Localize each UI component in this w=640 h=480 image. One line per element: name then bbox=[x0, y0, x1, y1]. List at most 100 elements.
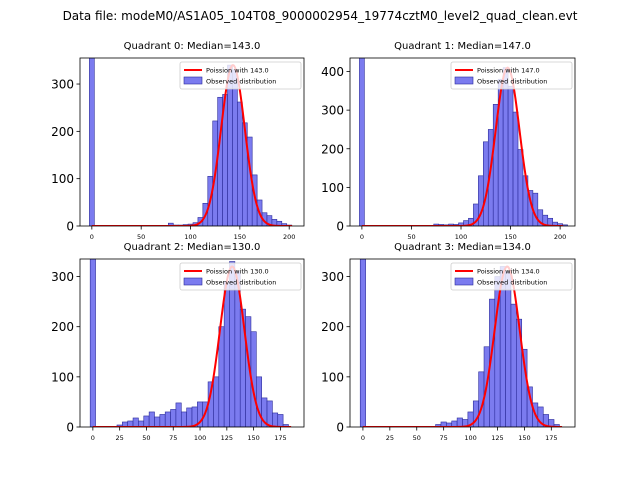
quadrant-1-title: Quadrant 1: Median=147.0 bbox=[394, 41, 531, 52]
legend: Poission with 130.0 Observed distribution bbox=[179, 262, 302, 291]
histogram-bar bbox=[148, 411, 155, 427]
histogram-bar bbox=[89, 58, 95, 226]
x-tick-label: 50 bbox=[407, 233, 415, 241]
x-tick-label: 125 bbox=[491, 434, 503, 442]
histogram-bar bbox=[218, 326, 225, 427]
legend-fit-label: Poission with 147.0 bbox=[477, 67, 540, 75]
quadrant-1-chart: Quadrant 1: Median=147.0 0 50 100 150 200 0 100… bbox=[321, 41, 576, 241]
x-tick-label: 200 bbox=[283, 233, 295, 241]
histogram-bar bbox=[143, 415, 150, 427]
x-tick-label: 175 bbox=[545, 434, 557, 442]
plot-frame bbox=[79, 258, 305, 428]
x-tick-label: 100 bbox=[455, 233, 467, 241]
legend-box bbox=[179, 262, 302, 291]
legend-observed-label: Observed distribution bbox=[477, 78, 547, 86]
y-tick-label: 300 bbox=[51, 270, 74, 284]
legend-observed-label: Observed distribution bbox=[206, 279, 276, 287]
figure-title: Data file: modeM0/AS1A05_104T08_90000029… bbox=[63, 9, 578, 23]
x-tick-label: 0 bbox=[90, 233, 94, 241]
x-tick-label: 175 bbox=[274, 434, 286, 442]
poisson-fit-line bbox=[91, 64, 293, 226]
histogram-bar bbox=[159, 414, 166, 427]
histogram-bar bbox=[232, 69, 238, 226]
plot-frame bbox=[79, 57, 305, 227]
y-tick-label: 0 bbox=[336, 220, 344, 234]
legend-fit-label: Poission with 130.0 bbox=[206, 268, 269, 276]
plot-frame bbox=[349, 57, 576, 227]
y-tick-label: 100 bbox=[321, 370, 344, 384]
x-tick-label: 150 bbox=[247, 434, 259, 442]
histogram-bar bbox=[277, 414, 284, 427]
quadrant-3-chart: Quadrant 3: Median=134.0 0 25 50 75 100 125 150… bbox=[321, 242, 576, 442]
histogram-bar bbox=[175, 402, 182, 427]
histogram-bar bbox=[223, 281, 230, 427]
histogram-bar bbox=[505, 271, 512, 427]
x-tick-label: 125 bbox=[221, 434, 233, 442]
histogram-bar bbox=[512, 111, 519, 226]
legend-observed-label: Observed distribution bbox=[206, 78, 276, 86]
x-tick-label: 150 bbox=[234, 233, 246, 241]
x-tick-label: 50 bbox=[142, 434, 150, 442]
legend-box bbox=[179, 61, 302, 90]
x-tick-label: 0 bbox=[91, 434, 95, 442]
x-tick-label: 0 bbox=[360, 233, 364, 241]
legend-bar-swatch bbox=[454, 277, 474, 286]
histogram-bar bbox=[510, 303, 517, 427]
histogram-bar bbox=[266, 400, 273, 427]
legend-bar-swatch bbox=[183, 277, 203, 286]
y-tick-label: 0 bbox=[66, 421, 74, 435]
legend: Poission with 134.0 Observed distribution bbox=[450, 262, 573, 291]
histogram-bar bbox=[186, 407, 193, 427]
y-tick-label: 300 bbox=[321, 104, 344, 118]
y-tick-label: 400 bbox=[321, 65, 344, 79]
histogram-bar bbox=[170, 409, 177, 427]
histogram-bar bbox=[164, 411, 171, 427]
x-tick-label: 25 bbox=[386, 434, 394, 442]
histogram-bar bbox=[168, 222, 174, 226]
quadrant-2-chart: Quadrant 2: Median=130.0 0 25 50 75 100 125 150… bbox=[51, 242, 305, 442]
quadrant-0-title: Quadrant 0: Median=143.0 bbox=[124, 41, 261, 52]
x-tick-label: 50 bbox=[413, 434, 421, 442]
histogram-bar bbox=[359, 58, 365, 226]
y-tick-label: 200 bbox=[321, 320, 344, 334]
x-tick-label: 25 bbox=[116, 434, 124, 442]
x-tick-label: 0 bbox=[361, 434, 365, 442]
y-tick-label: 300 bbox=[51, 78, 74, 92]
histogram-bar bbox=[359, 259, 366, 427]
histogram-bar bbox=[180, 411, 187, 427]
poisson-fit-line bbox=[92, 265, 292, 427]
histogram-bar bbox=[502, 67, 509, 226]
quadrant-2-title: Quadrant 2: Median=130.0 bbox=[124, 242, 261, 253]
histogram-bar bbox=[213, 376, 220, 427]
quadrant-0-chart: Quadrant 0: Median=143.0 0 50 100 150 200 0 100… bbox=[51, 41, 305, 241]
histogram-bar bbox=[507, 85, 514, 226]
y-tick-label: 100 bbox=[51, 172, 74, 186]
y-tick-label: 0 bbox=[336, 421, 344, 435]
histogram-bar bbox=[132, 417, 139, 427]
y-tick-label: 200 bbox=[321, 142, 344, 156]
histogram-bars bbox=[89, 259, 289, 427]
quadrant-3-title: Quadrant 3: Median=134.0 bbox=[394, 242, 531, 253]
histogram-bar bbox=[237, 101, 243, 226]
legend-bar-swatch bbox=[454, 76, 474, 85]
legend-fit-label: Poission with 134.0 bbox=[477, 268, 540, 276]
x-tick-label: 75 bbox=[440, 434, 448, 442]
histogram-bar bbox=[154, 416, 161, 427]
x-tick-label: 75 bbox=[169, 434, 177, 442]
legend-fit-label: Poission with 143.0 bbox=[206, 67, 269, 75]
legend-observed-label: Observed distribution bbox=[477, 279, 547, 287]
x-tick-label: 100 bbox=[464, 434, 476, 442]
legend: Poission with 143.0 Observed distribution bbox=[179, 61, 302, 90]
x-tick-label: 50 bbox=[137, 233, 145, 241]
legend-box bbox=[450, 262, 573, 291]
x-tick-label: 150 bbox=[504, 233, 516, 241]
histogram-bar bbox=[517, 149, 524, 226]
legend-box bbox=[450, 61, 573, 90]
y-tick-label: 100 bbox=[51, 370, 74, 384]
x-tick-label: 200 bbox=[554, 233, 566, 241]
histogram-bar bbox=[89, 259, 96, 427]
x-tick-label: 100 bbox=[194, 434, 206, 442]
plot-frame bbox=[349, 258, 576, 428]
x-tick-label: 100 bbox=[184, 233, 196, 241]
